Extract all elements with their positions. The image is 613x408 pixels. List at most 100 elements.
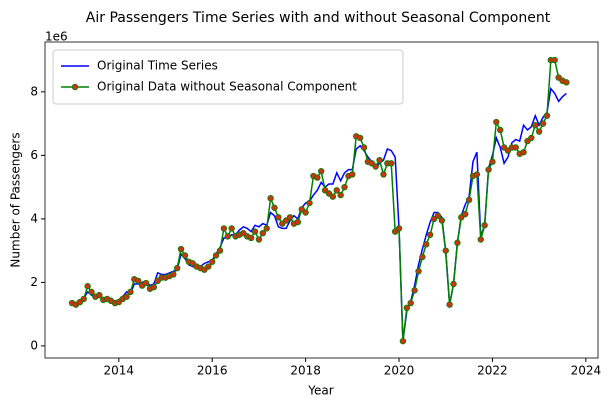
series-marker (88, 288, 95, 296)
x-tick-label: 2024 (571, 364, 602, 378)
series-marker (489, 158, 496, 165)
series-marker (372, 163, 379, 170)
series-marker (275, 214, 282, 221)
series-marker (520, 149, 527, 156)
series-marker (426, 231, 434, 238)
series-marker (403, 304, 411, 312)
series-marker (551, 56, 558, 64)
series-marker (220, 225, 228, 232)
series-marker (485, 166, 492, 173)
series-marker (212, 252, 220, 259)
series-marker (539, 120, 547, 127)
series-marker (450, 280, 457, 288)
series-marker (205, 263, 212, 270)
y-tick-label: 8 (30, 84, 38, 98)
series-marker (497, 126, 504, 134)
series-marker (388, 160, 395, 167)
series-marker (465, 196, 473, 204)
series-marker (512, 144, 519, 151)
series-marker (399, 337, 407, 345)
series-marker (380, 171, 387, 178)
series-marker (462, 210, 469, 218)
series-marker (535, 128, 543, 135)
x-tick-label: 2018 (290, 364, 321, 378)
series-marker (407, 299, 414, 307)
series-marker (317, 168, 325, 175)
series-marker (251, 228, 259, 235)
series-marker (434, 212, 442, 219)
series-marker (349, 171, 356, 178)
series-marker (286, 214, 294, 221)
x-tick-label: 2016 (197, 364, 228, 378)
x-tick-label: 2014 (104, 364, 135, 378)
series-marker (423, 241, 430, 248)
series-marker (442, 247, 449, 254)
series-marker (329, 193, 337, 200)
series-marker (267, 195, 274, 202)
series-marker (263, 225, 270, 232)
series-marker (415, 268, 422, 275)
legend-label: Original Time Series (97, 59, 218, 73)
series-marker (411, 287, 418, 294)
series-marker (473, 171, 481, 178)
series-marker (216, 247, 224, 254)
y-offset-label: 1e6 (45, 30, 68, 44)
series-marker (80, 295, 87, 303)
series-marker (419, 253, 426, 261)
series-marker (170, 271, 177, 278)
chart-title: Air Passengers Time Series with and with… (86, 10, 551, 26)
series-marker (302, 209, 309, 216)
legend-label: Original Data without Seasonal Component (97, 80, 357, 94)
x-axis-label: Year (307, 384, 333, 398)
y-axis-label: Number of Passengers (9, 132, 23, 267)
series-marker (341, 183, 348, 191)
series-marker (314, 174, 321, 181)
series-marker (96, 291, 103, 299)
y-tick-label: 0 (30, 338, 38, 352)
series-marker (477, 236, 484, 243)
plot-frame (44, 41, 599, 359)
series-marker (438, 217, 446, 224)
series-marker (224, 233, 231, 240)
series-marker (135, 277, 142, 285)
series-marker (356, 134, 364, 142)
series-marker (395, 225, 403, 232)
series-marker (181, 252, 189, 259)
series-marker (255, 236, 263, 243)
legend-marker (71, 83, 79, 91)
series-marker (376, 156, 383, 164)
y-tick-label: 2 (30, 275, 38, 289)
series-marker (454, 239, 461, 246)
series-marker (247, 234, 255, 242)
series-line (71, 86, 567, 342)
series-marker (563, 79, 570, 86)
y-tick-label: 4 (30, 211, 38, 225)
series-marker (532, 122, 539, 129)
series-marker (543, 112, 551, 119)
legend-box (52, 49, 404, 105)
series-marker (306, 199, 313, 207)
series-marker (481, 222, 488, 229)
y-tick-label: 6 (30, 148, 38, 162)
series-marker (259, 229, 266, 237)
x-tick-label: 2020 (384, 364, 415, 378)
series-marker (337, 191, 344, 199)
series-marker (294, 218, 302, 226)
series-marker (360, 144, 368, 151)
series-marker (209, 258, 216, 265)
series-marker (127, 288, 134, 296)
series-marker (493, 118, 500, 126)
series-marker (150, 283, 158, 291)
series-marker (173, 264, 181, 272)
series-marker (84, 283, 91, 290)
series-marker (123, 293, 130, 300)
series-marker (446, 301, 453, 308)
series-marker (333, 187, 340, 194)
series-marker (177, 245, 185, 253)
series-marker (271, 204, 278, 211)
series-marker (228, 225, 235, 232)
series-marker (142, 279, 150, 287)
series-marker (528, 134, 535, 142)
